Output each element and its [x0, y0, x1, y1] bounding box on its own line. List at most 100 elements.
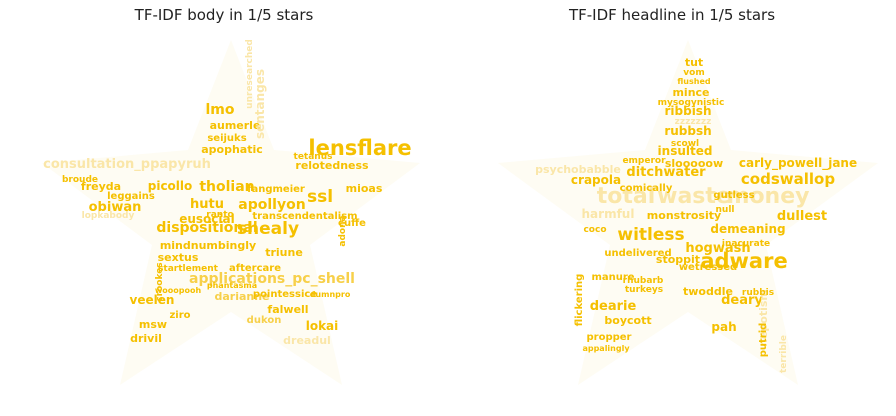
cloud-word: mysogynistic — [658, 98, 725, 108]
cloud-word: ditchwater — [626, 165, 706, 180]
cloud-word: harmful — [582, 207, 635, 221]
cloud-word: tetanus — [294, 152, 333, 162]
cloud-word: picollo — [148, 179, 193, 193]
cloud-word: seijuks — [207, 133, 246, 144]
cloud-word: psychobabble — [535, 163, 621, 176]
cloud-word: tut — [685, 56, 703, 69]
cloud-word: triune — [265, 246, 303, 259]
cloud-word: slooooow — [665, 157, 723, 170]
cloud-word: transcendentalism — [252, 211, 357, 222]
cloud-word: broude — [62, 175, 98, 185]
cloud-word: hutu — [190, 197, 224, 212]
cloud-word: dearie — [590, 299, 637, 314]
cloud-word: boycott — [604, 314, 651, 327]
cloud-word: rubbis — [742, 288, 774, 298]
star-mask-body — [42, 40, 420, 385]
cloud-word: falwell — [267, 303, 308, 316]
cloud-word: flickering — [574, 274, 585, 327]
panel-title-headline: TF-IDF headline in 1/5 stars — [568, 6, 776, 24]
cloud-word: propper — [587, 332, 632, 343]
cloud-word: cuffe — [338, 218, 366, 229]
cloud-word: freyda — [81, 180, 121, 193]
cloud-word: turkeys — [625, 285, 663, 295]
cloud-word: leggains — [107, 191, 155, 202]
cloud-word: lopkabody — [82, 211, 135, 221]
cloud-word: mince — [672, 86, 709, 99]
cloud-word: monstrosity — [647, 209, 721, 222]
cloud-word: emperor — [622, 156, 666, 166]
cloud-word: stoppit — [656, 253, 700, 266]
cloud-word: lokai — [306, 319, 339, 333]
cloud-word: gutless — [713, 190, 754, 201]
cloud-word: appalingly — [582, 344, 630, 353]
cloud-word: ssl — [307, 187, 333, 207]
cloud-word: zzzzzzz — [675, 117, 712, 127]
panel-body-cloud: TF-IDF body in 1/5 stars lensflare ssl she… — [42, 6, 420, 385]
cloud-word: applications_pc_shell — [189, 271, 355, 287]
cloud-word: fangmeier — [247, 184, 305, 195]
cloud-word: tholian — [199, 179, 254, 195]
cloud-word: adona — [338, 215, 348, 246]
cloud-word: dukon — [247, 315, 282, 326]
cloud-word: pointessice — [253, 289, 317, 300]
cloud-word: aftercare — [229, 263, 281, 274]
cloud-word: carly_powell_jane — [739, 156, 857, 171]
cloud-word: relotedness — [295, 159, 369, 172]
cloud-word: lmo — [205, 102, 234, 118]
cloud-word: null — [716, 205, 735, 215]
cloud-word: insulted — [658, 144, 713, 158]
star-mask-headline — [498, 40, 878, 385]
cloud-word: nepotism — [757, 289, 770, 347]
cloud-word: adware — [700, 249, 787, 273]
cloud-word: crookes — [155, 262, 165, 301]
cloud-word: dispositional — [156, 220, 257, 236]
cloud-word: rhubarb — [623, 276, 664, 286]
cloud-word: startlement — [158, 264, 219, 274]
cloud-word: total — [597, 184, 656, 209]
cloud-word: msw — [139, 318, 167, 331]
cloud-word: wooopooh — [155, 286, 202, 295]
cloud-word: deary — [721, 293, 763, 308]
word-cloud-body: lensflare ssl shealy apollyon dispositional a… — [42, 39, 420, 385]
cloud-word: comically — [620, 183, 673, 194]
cloud-word: darianne — [214, 290, 269, 303]
cloud-word: shealy — [237, 219, 299, 239]
cloud-word: ziro — [169, 310, 190, 321]
cloud-word: mindnumbingly — [160, 239, 256, 252]
cloud-word: vom — [683, 68, 704, 78]
cloud-word: twoddle — [683, 285, 733, 298]
cloud-word: consultation_ppapyruh — [43, 157, 211, 172]
cloud-word: putrid — [758, 323, 769, 358]
cloud-word: undelivered — [604, 248, 671, 259]
panel-headline-cloud: TF-IDF headline in 1/5 stars total waste m… — [448, 0, 896, 416]
cloud-word: dullest — [777, 209, 827, 224]
cloud-word: money — [727, 184, 810, 209]
cloud-word: apophatic — [201, 143, 263, 156]
cloud-word: eusocial — [179, 212, 235, 226]
cloud-word: crapola — [571, 173, 621, 187]
cloud-word: demeaning — [710, 222, 785, 236]
cloud-word: drivil — [130, 332, 162, 345]
cloud-word: wetressed — [679, 262, 737, 273]
cloud-word: inacurate — [722, 239, 770, 249]
cloud-word: codswallop — [741, 170, 835, 188]
cloud-word: pah — [711, 320, 736, 334]
cloud-word: terrible — [779, 335, 789, 373]
cloud-word: scowl — [671, 139, 699, 149]
cloud-word: lensflare — [308, 136, 411, 160]
cloud-word: sentanges — [253, 69, 267, 139]
cloud-word: sextus — [158, 251, 199, 264]
cloud-word: ribbish — [664, 104, 711, 118]
cloud-word: aumerle — [210, 119, 261, 132]
cloud-word: hogwash — [685, 241, 750, 256]
cloud-word: obiwan — [89, 200, 142, 215]
cloud-word: coco — [583, 225, 606, 235]
cloud-word: rubbsh — [664, 124, 711, 138]
cloud-word: witless — [617, 225, 684, 245]
cloud-word: dreadul — [283, 334, 331, 347]
cloud-word: unresearched — [245, 39, 255, 109]
cloud-word: dumnpro — [310, 290, 351, 299]
